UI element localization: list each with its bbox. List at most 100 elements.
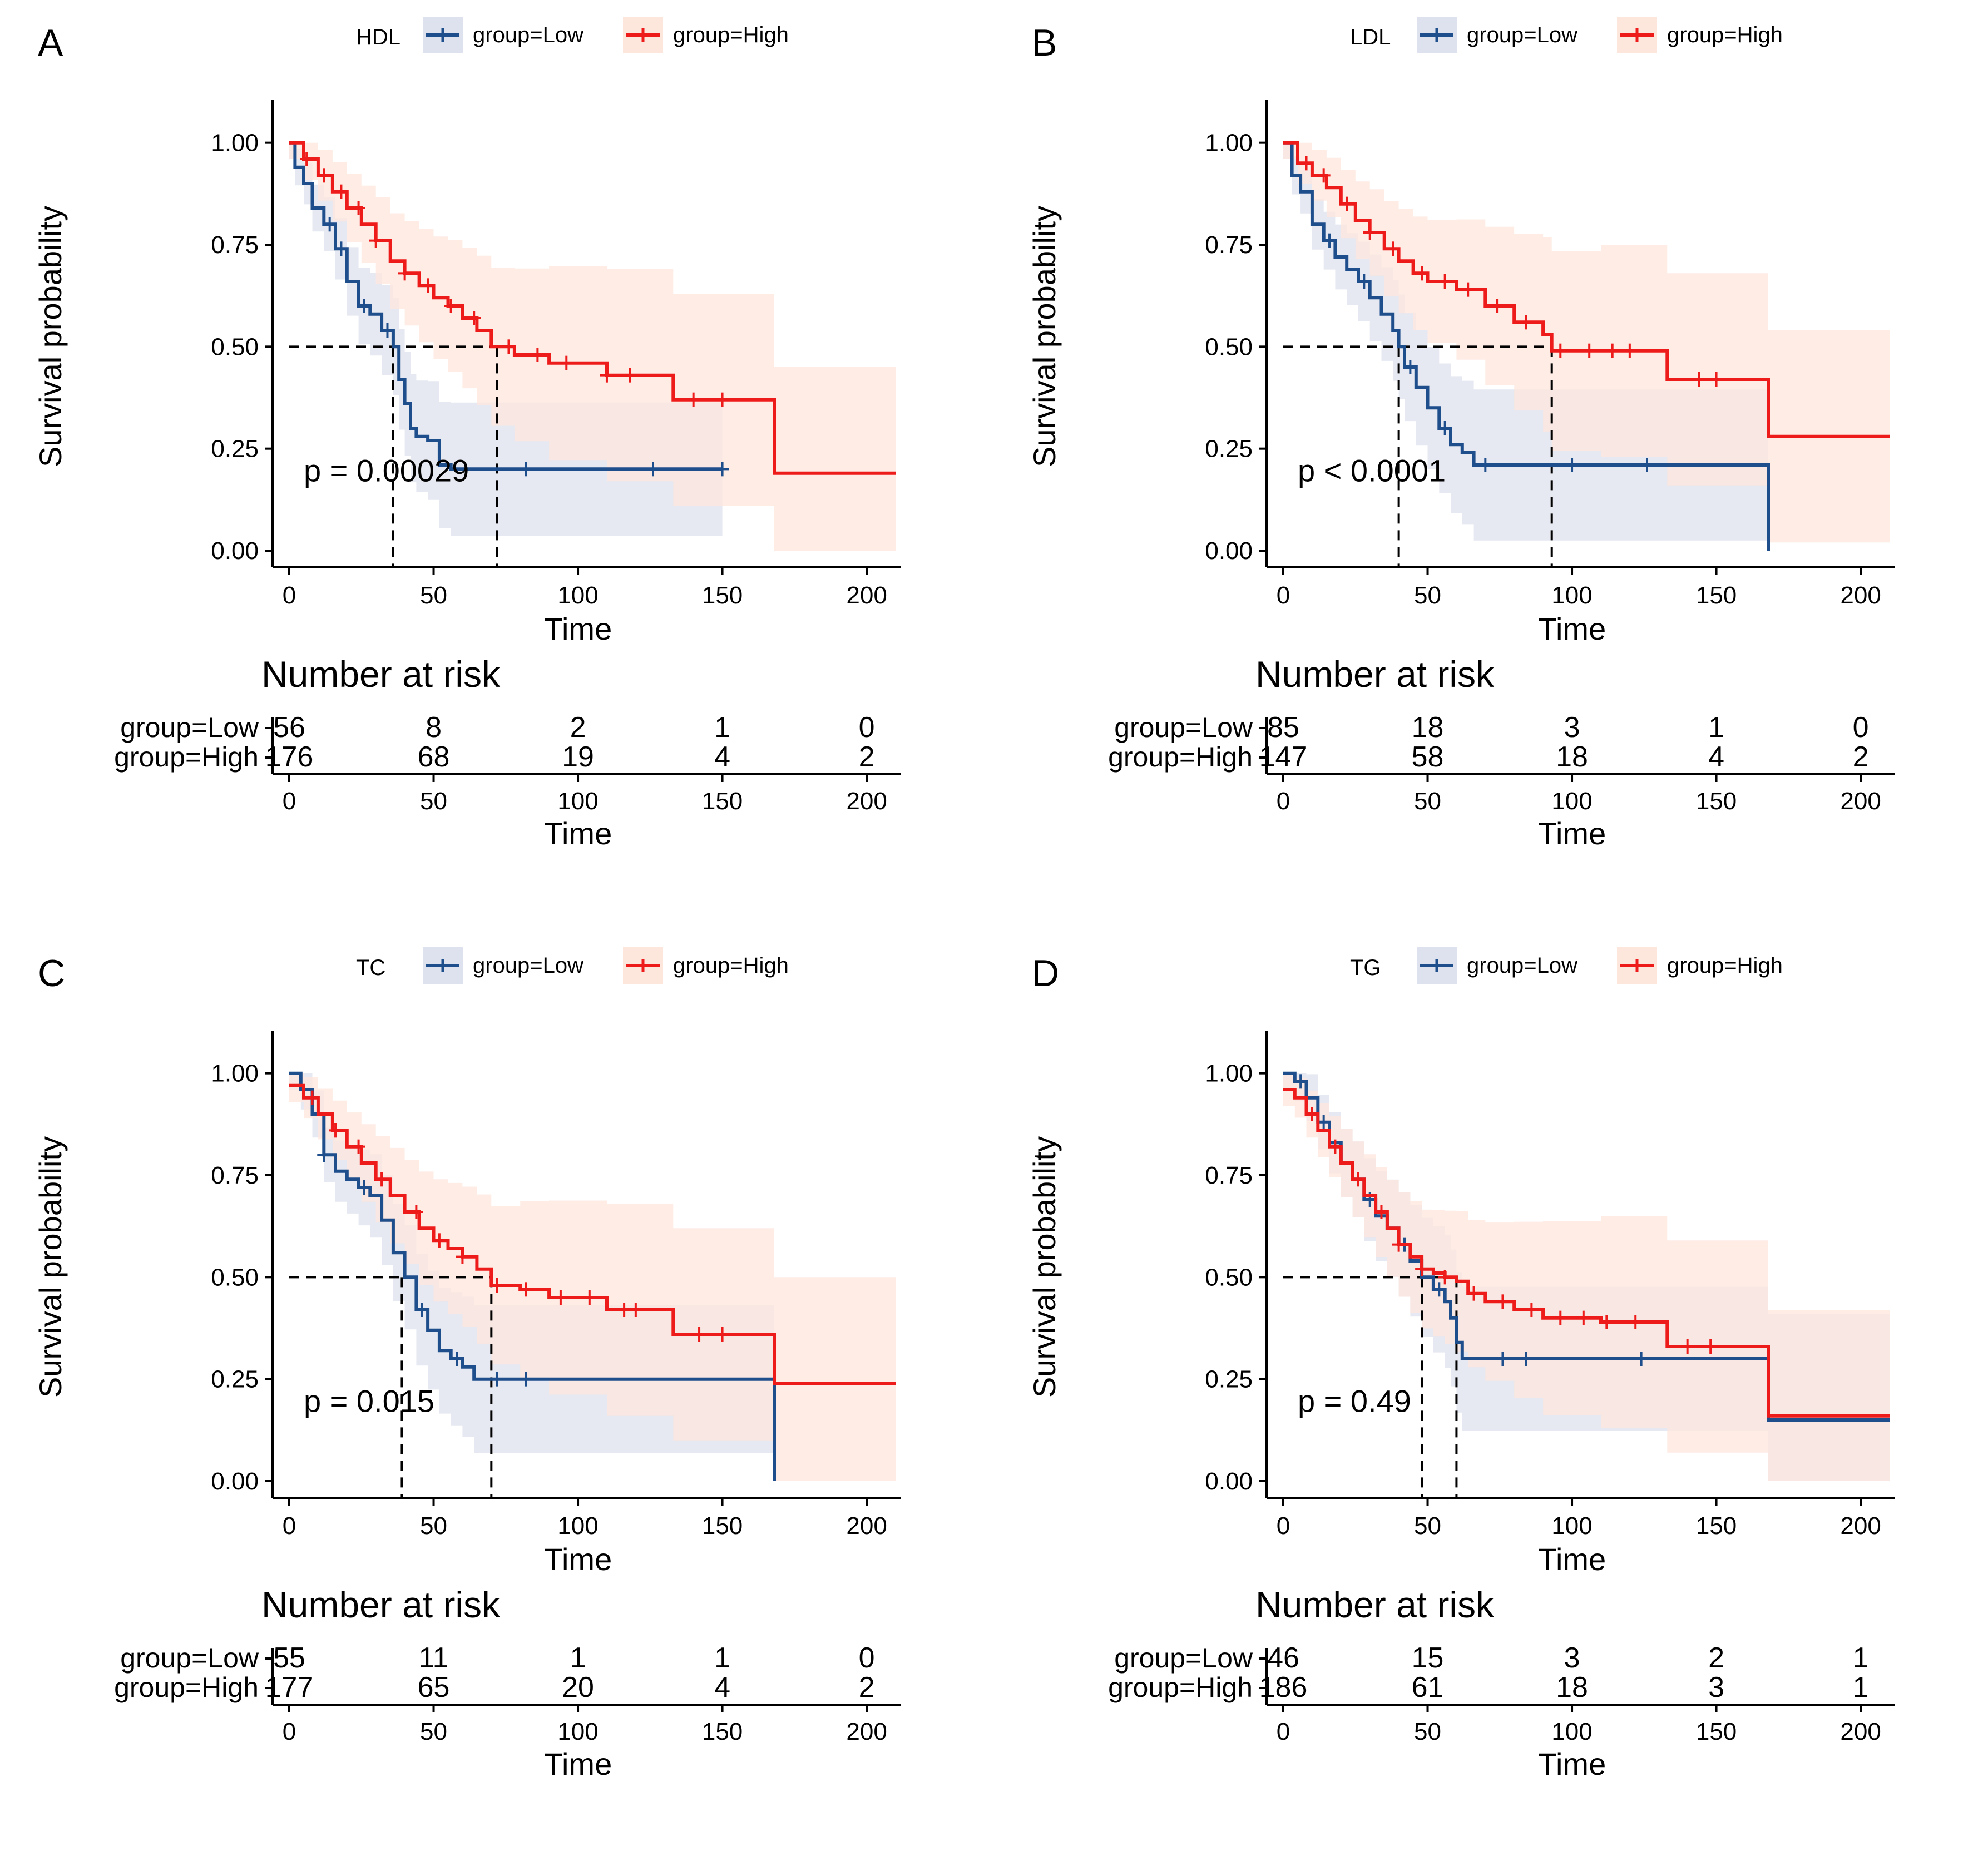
legend-entry-low-label: group=Low xyxy=(1467,23,1577,47)
risk-count: 147 xyxy=(1259,741,1308,773)
risk-count: 2 xyxy=(1853,741,1869,773)
series-low xyxy=(289,141,729,477)
risk-x-tick-label: 150 xyxy=(702,1718,743,1745)
risk-x-tick-label: 100 xyxy=(557,788,598,815)
x-tick-label: 50 xyxy=(1414,1512,1441,1540)
risk-x-tick-label: 150 xyxy=(1696,788,1737,815)
risk-x-tick-label: 150 xyxy=(1696,1718,1737,1745)
risk-row-label: group=High xyxy=(114,1672,259,1703)
legend-title: TG xyxy=(1350,956,1381,980)
y-tick-label: 0.75 xyxy=(1205,231,1253,259)
risk-count: 2 xyxy=(859,741,875,773)
risk-row-label: group=High xyxy=(1108,1672,1253,1703)
risk-count: 3 xyxy=(1564,711,1580,744)
risk-count: 0 xyxy=(859,1642,875,1674)
risk-count: 1 xyxy=(714,1642,730,1674)
x-tick-label: 150 xyxy=(702,582,743,609)
risk-count: 2 xyxy=(859,1671,875,1704)
x-tick-label: 0 xyxy=(1277,1512,1290,1540)
series-low xyxy=(1283,141,1770,551)
legend-title: LDL xyxy=(1350,25,1391,50)
x-tick-label: 150 xyxy=(1696,1512,1737,1540)
risk-count: 46 xyxy=(1267,1642,1299,1674)
risk-x-tick-label: 150 xyxy=(702,788,743,815)
risk-count: 85 xyxy=(1267,711,1299,744)
y-tick-label: 0.75 xyxy=(211,231,259,259)
risk-x-tick-label: 200 xyxy=(1840,1718,1881,1745)
x-axis-title: Time xyxy=(544,611,612,646)
risk-count: 19 xyxy=(562,741,594,773)
y-tick-label: 0.00 xyxy=(211,1468,259,1495)
risk-count: 1 xyxy=(570,1642,586,1674)
y-tick-label: 0.25 xyxy=(1205,1366,1253,1393)
risk-row-label: group=Low xyxy=(120,1642,259,1674)
y-tick-label: 0.50 xyxy=(1205,1264,1253,1291)
risk-count: 56 xyxy=(273,711,305,744)
risk-count: 15 xyxy=(1412,1642,1444,1674)
risk-count: 11 xyxy=(419,1642,449,1674)
median-lines xyxy=(1283,345,1553,567)
risk-row-label: group=Low xyxy=(1114,712,1253,743)
y-tick-label: 1.00 xyxy=(1205,130,1253,157)
risk-count: 2 xyxy=(1708,1642,1724,1674)
legend-entry-high-label: group=High xyxy=(673,953,789,978)
x-axis-title: Time xyxy=(544,1542,612,1577)
x-tick-label: 50 xyxy=(1414,582,1441,609)
y-axis-title: Survival probability xyxy=(1027,206,1062,467)
series-low xyxy=(289,1071,776,1481)
legend: LDL group=Low group=High xyxy=(1350,17,1783,53)
risk-count: 0 xyxy=(859,711,875,744)
risk-count: 4 xyxy=(1708,741,1724,773)
risk-count: 2 xyxy=(570,711,586,744)
series-high xyxy=(289,141,896,475)
p-value-label: p = 0.015 xyxy=(304,1383,434,1418)
risk-count: 4 xyxy=(714,1671,730,1704)
risk-count: 8 xyxy=(426,711,442,744)
panel-label: A xyxy=(38,22,63,64)
y-tick-label: 0.00 xyxy=(1205,1468,1253,1495)
x-tick-label: 200 xyxy=(1840,1512,1881,1540)
median-lines xyxy=(1283,1276,1458,1498)
risk-count: 18 xyxy=(1556,741,1588,773)
y-tick-label: 0.25 xyxy=(1205,435,1253,463)
ci-band-high xyxy=(1283,1073,1890,1481)
risk-x-tick-label: 50 xyxy=(1414,1718,1441,1745)
y-tick-label: 0.00 xyxy=(211,537,259,565)
risk-table-title: Number at risk xyxy=(1255,654,1495,695)
risk-count: 18 xyxy=(1412,711,1444,744)
axes: 0 50 100 150 200 0.00 0.25 0.50 0.75 1.00 Time Surv… xyxy=(33,100,901,646)
risk-x-tick-label: 0 xyxy=(1277,788,1290,815)
risk-count: 0 xyxy=(1853,711,1869,744)
km-panel-tg: D TG group=Low group=High 0 50 100 150 200 0.00 0.… xyxy=(994,930,1988,1861)
risk-count: 4 xyxy=(714,741,730,773)
x-tick-label: 0 xyxy=(1277,582,1290,609)
risk-x-tick-label: 100 xyxy=(1551,1718,1592,1745)
y-tick-label: 0.50 xyxy=(211,1264,259,1291)
km-panel-hdl: A HDL group=Low group=High 0 50 100 150 200 0.00 0… xyxy=(0,0,994,930)
legend-entry-low-label: group=Low xyxy=(473,23,583,47)
risk-x-tick-label: 200 xyxy=(1840,788,1881,815)
y-axis-title: Survival probability xyxy=(33,1136,68,1398)
risk-x-tick-label: 50 xyxy=(420,1718,447,1745)
y-tick-label: 1.00 xyxy=(1205,1060,1253,1087)
legend-entry-high-label: group=High xyxy=(1667,953,1783,978)
x-tick-label: 100 xyxy=(557,582,598,609)
risk-count: 55 xyxy=(273,1642,305,1674)
legend: TG group=Low group=High xyxy=(1350,947,1783,984)
risk-count: 1 xyxy=(714,711,730,744)
ci-band-high xyxy=(289,142,896,551)
risk-count: 58 xyxy=(1412,741,1444,773)
risk-x-tick-label: 100 xyxy=(557,1718,598,1745)
risk-table-title: Number at risk xyxy=(261,654,501,695)
x-tick-label: 200 xyxy=(846,582,887,609)
legend-entry-low-label: group=Low xyxy=(1467,953,1577,978)
risk-count: 20 xyxy=(562,1671,594,1704)
y-tick-label: 0.25 xyxy=(211,1366,259,1393)
km-panel-ldl: B LDL group=Low group=High 0 50 100 150 200 0.00 0… xyxy=(994,0,1988,930)
